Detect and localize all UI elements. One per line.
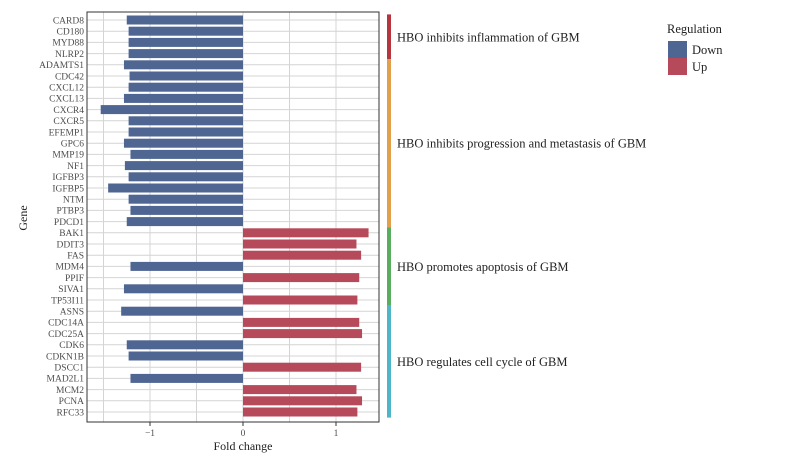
y-tick-label-fas: FAS [67,252,84,262]
bar-nlrp2 [128,49,243,59]
x-tick-label: −1 [145,429,155,439]
y-tick-label-nf1: NF1 [67,162,84,172]
bar-mcm2 [243,385,357,395]
bar-ntm [128,194,243,204]
bar-pcna [243,396,363,406]
y-tick-label-cdc14a: CDC14A [48,319,84,329]
bar-igfbp3 [128,172,243,182]
y-tick-label-nlrp2: NLRP2 [55,50,84,60]
group-bar-1 [387,14,391,60]
y-tick-labels: CARD8CD180MYD88NLRP2ADAMTS1CDC42CXCL12CX… [39,16,84,418]
bar-cd180 [128,26,243,36]
bar-nf1 [124,161,243,171]
bar-efemp1 [128,127,243,137]
plot-panel [86,11,380,423]
y-tick-label-cxcl12: CXCL12 [49,84,84,94]
group-label-1: HBO inhibits inflammation of GBM [397,30,580,44]
y-tick-label-card8: CARD8 [53,16,84,26]
y-tick-label-bak1: BAK1 [59,229,84,239]
bar-cxcl13 [123,93,243,103]
bar-cdkn1b [128,351,243,361]
bar-asns [121,306,243,316]
bar-siva1 [123,284,243,294]
y-tick-label-pdcd1: PDCD1 [54,218,84,228]
y-tick-label-cxcr5: CXCR5 [53,117,84,127]
y-tick-label-igfbp5: IGFBP5 [52,184,84,194]
y-tick-label-ddit3: DDIT3 [57,240,85,250]
bar-mdm4 [130,261,243,271]
bar-ddit3 [243,239,357,249]
y-tick-label-cdc25a: CDC25A [48,330,84,340]
x-tick-label: 1 [334,429,339,439]
y-tick-label-cdkn1b: CDKN1B [46,352,84,362]
y-tick-label-igfbp3: IGFBP3 [52,173,84,183]
bars [100,15,369,417]
bar-cxcr4 [100,105,244,115]
bar-cxcr5 [128,116,243,126]
bar-cdk6 [126,340,243,350]
bar-dscc1 [243,362,362,372]
bar-igfbp5 [108,183,244,193]
bar-tp53i11 [243,295,358,305]
y-tick-label-cdc42: CDC42 [55,72,84,82]
y-tick-label-dscc1: DSCC1 [54,364,84,374]
x-axis-title: Fold change [214,439,273,453]
legend: Regulation Down Up [667,22,723,75]
legend-swatch-down [668,41,687,58]
group-label-3: HBO promotes apoptosis of GBM [397,260,569,274]
x-tick-label: 0 [241,429,246,439]
y-tick-label-rfc33: RFC33 [57,408,85,418]
y-tick-label-cxcl13: CXCL13 [49,95,84,105]
y-tick-label-siva1: SIVA1 [58,285,84,295]
bar-pdcd1 [126,217,243,227]
y-tick-label-ppif: PPIF [65,274,84,284]
y-tick-label-myd88: MYD88 [52,39,84,49]
bar-myd88 [128,37,243,47]
y-tick-label-mad2l1: MAD2L1 [47,375,85,385]
bar-ptbp3 [130,205,243,215]
y-tick-label-asns: ASNS [60,308,84,318]
bar-bak1 [243,228,369,238]
bar-gpc6 [123,138,243,148]
y-tick-label-adamts1: ADAMTS1 [39,61,84,71]
legend-title: Regulation [667,22,723,36]
legend-swatch-up [668,58,687,75]
x-ticks: −1 0 1 [145,422,339,439]
bar-cdc25a [243,329,363,339]
bar-cxcl12 [128,82,243,92]
annotation-groups: HBO inhibits inflammation of GBM HBO inhi… [387,14,646,418]
bar-fas [243,250,362,260]
group-bar-2 [387,59,391,228]
group-bar-3 [387,227,391,306]
group-label-4: HBO regulates cell cycle of GBM [397,355,567,369]
y-tick-label-cd180: CD180 [57,28,85,38]
bar-card8 [126,15,243,25]
y-tick-label-mmp19: MMP19 [52,151,84,161]
y-axis-title: Gene [16,205,30,230]
y-tick-label-mdm4: MDM4 [55,263,84,273]
y-tick-label-gpc6: GPC6 [61,140,84,150]
bar-adamts1 [123,60,243,70]
bar-ppif [243,273,360,283]
group-bar-4 [387,305,391,418]
y-tick-label-efemp1: EFEMP1 [49,128,85,138]
bar-cdc14a [243,317,360,327]
bar-mad2l1 [130,373,243,383]
legend-label-up: Up [692,60,707,74]
bar-cdc42 [129,71,243,81]
bar-rfc33 [243,407,358,417]
y-tick-label-mcm2: MCM2 [56,386,84,396]
y-tick-label-ptbp3: PTBP3 [57,207,85,217]
y-tick-label-ntm: NTM [63,196,85,206]
y-tick-label-cdk6: CDK6 [59,341,84,351]
y-tick-label-pcna: PCNA [59,397,84,407]
y-tick-label-tp53i11: TP53I11 [51,296,84,306]
bar-mmp19 [130,149,243,159]
legend-label-down: Down [692,43,723,57]
y-tick-label-cxcr4: CXCR4 [53,106,84,116]
group-label-2: HBO inhibits progression and metastasis … [397,137,646,151]
